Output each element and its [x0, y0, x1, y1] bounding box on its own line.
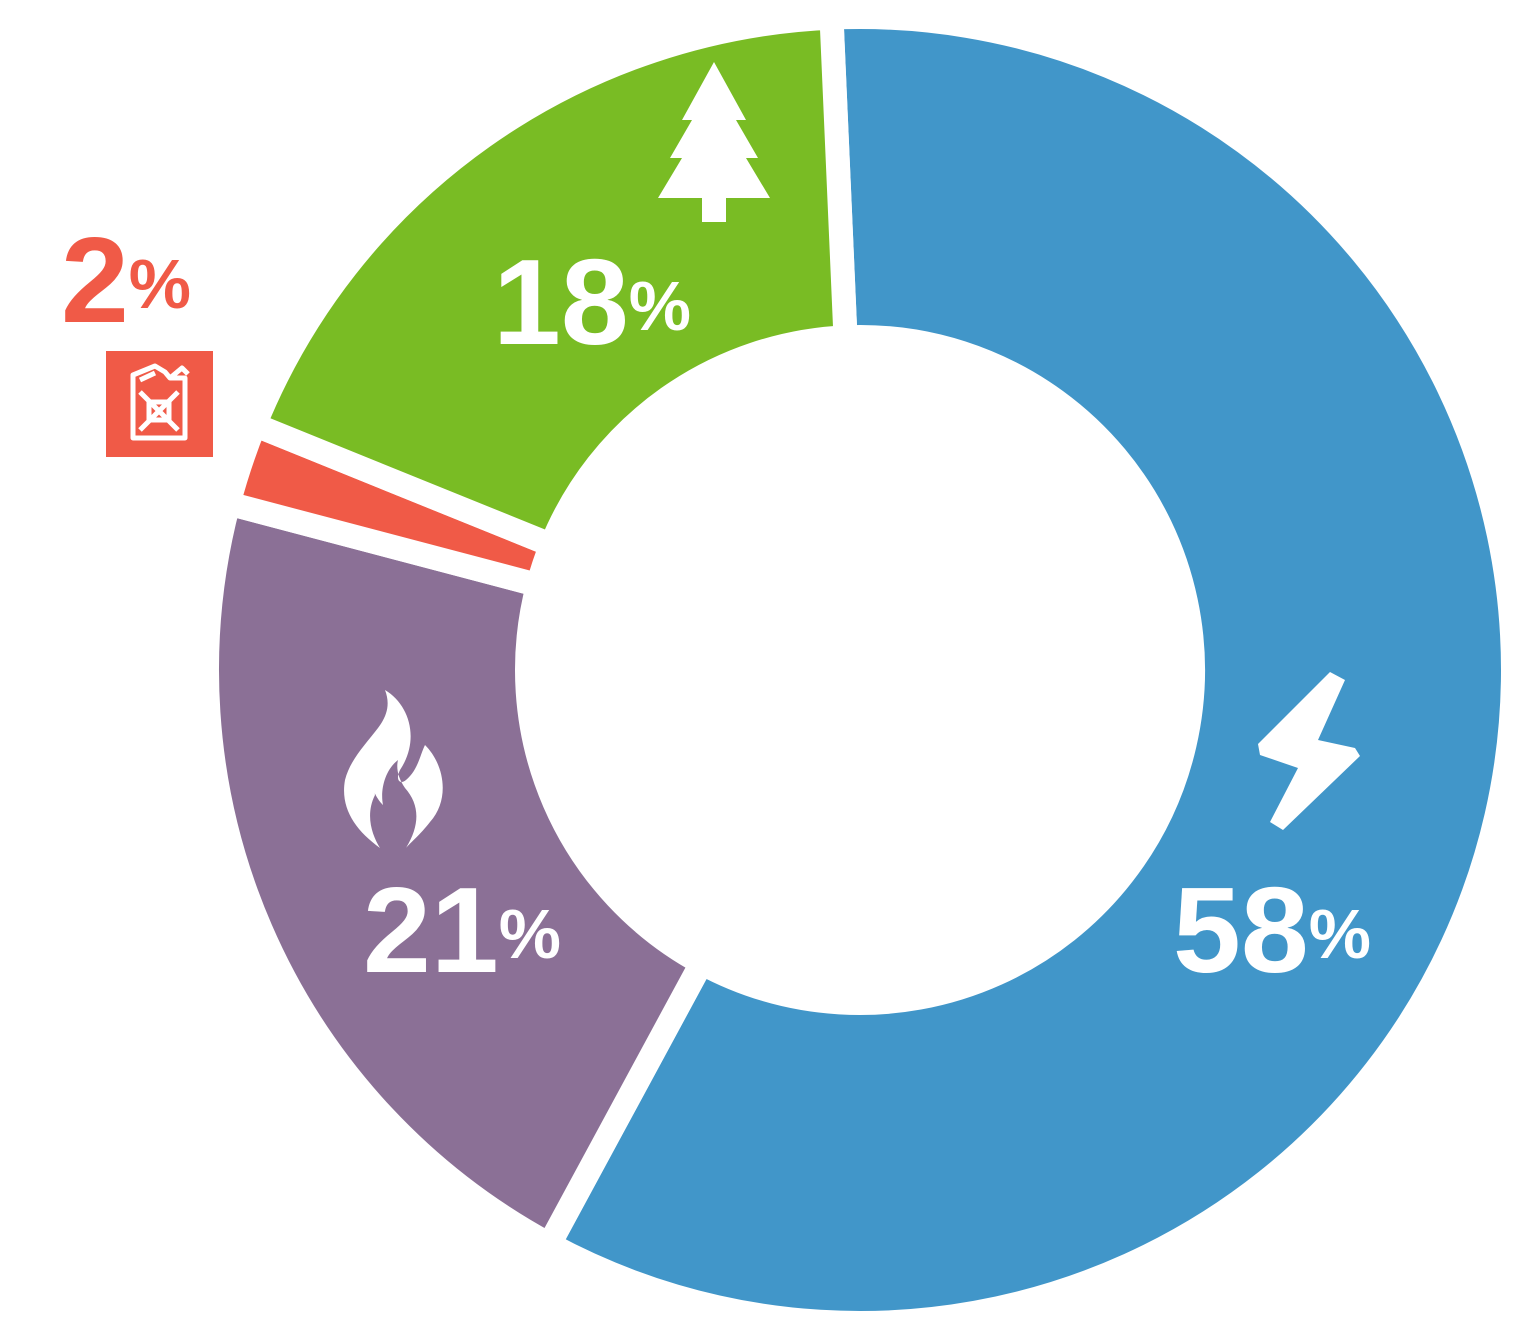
fuel-icon	[130, 363, 190, 441]
donut-segment	[195, 488, 718, 1261]
segments	[195, 5, 1525, 1318]
value-label: 2%	[61, 212, 191, 348]
labels: 58% 21% 2% 18%	[61, 212, 1371, 998]
value-label: 21%	[363, 862, 561, 998]
value-label: 58%	[1173, 862, 1371, 998]
donut-segment	[533, 5, 1525, 1318]
value-label: 18%	[493, 234, 691, 370]
flame-icon	[344, 690, 443, 848]
lightning-icon	[1258, 672, 1360, 830]
tree-icon	[658, 62, 770, 222]
